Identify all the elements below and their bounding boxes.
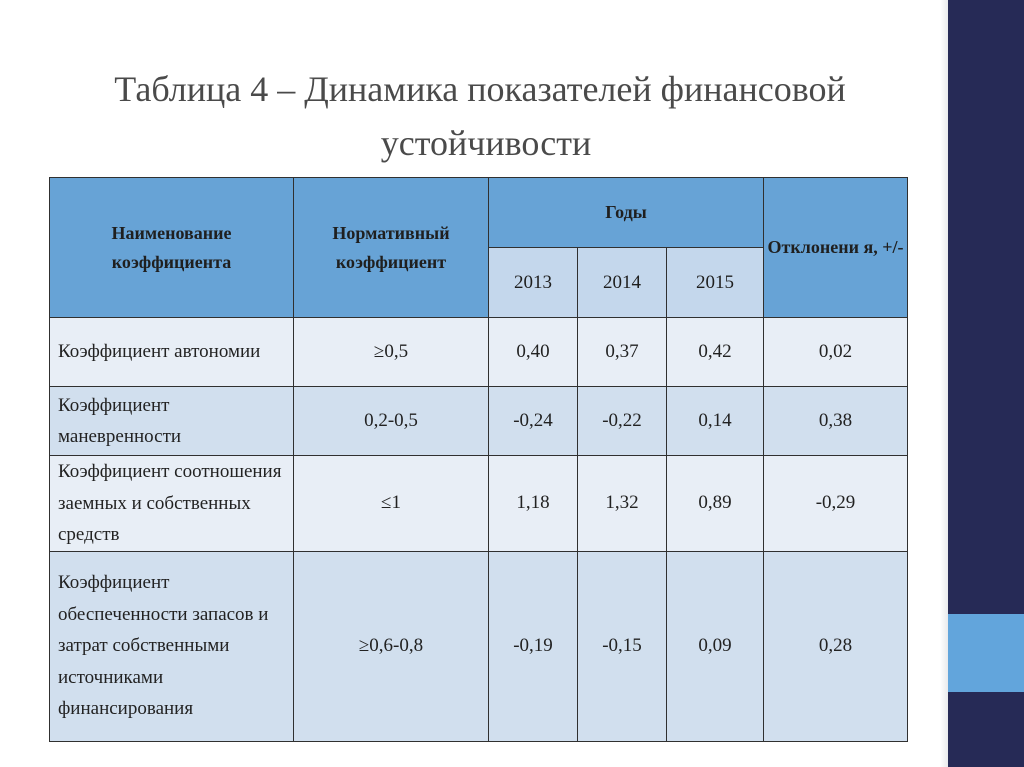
header-years-group: Годы [488,177,764,248]
row-value-2014: -0,22 [577,386,667,456]
row-value-2014: -0,15 [577,550,667,742]
row-deviation: -0,29 [763,455,908,552]
row-name: Коэффициент соотношения заемных и собств… [49,455,294,552]
table-row: Коэффициент автономии ≥0,5 0,40 0,37 0,4… [49,317,908,387]
row-name: Коэффициент маневренности [49,386,294,456]
slide-title-line-2: устойчивости [380,123,592,163]
row-value-2015: 0,09 [666,550,764,742]
row-value-2015: 0,89 [666,455,764,552]
row-value-2015: 0,14 [666,386,764,456]
header-normative: Нормативный коэффициент [293,177,489,318]
row-normative: ≤1 [293,455,489,552]
row-value-2013: 0,40 [488,317,578,387]
financial-stability-table: Наименование коэффициента Нормативный ко… [49,177,908,742]
row-value-2013: -0,19 [488,550,578,742]
slide-title-line-1: Таблица 4 – Динамика показателей финансо… [114,69,846,109]
row-value-2014: 0,37 [577,317,667,387]
side-decor-accent [948,614,1024,692]
header-year-2013: 2013 [488,247,578,318]
table-row: Коэффициент соотношения заемных и собств… [49,455,908,552]
header-row-2: 2013 2014 2015 [50,247,908,318]
row-deviation: 0,38 [763,386,908,456]
header-name: Наименование коэффициента [49,177,294,318]
header-year-2015: 2015 [666,247,764,318]
row-value-2015: 0,42 [666,317,764,387]
header-deviation: Отклонени я, +/- [763,177,908,318]
row-value-2014: 1,32 [577,455,667,552]
slide-edge-shadow [940,0,948,767]
row-deviation: 0,28 [763,550,908,742]
row-normative: ≥0,6-0,8 [293,550,489,742]
slide-title: Таблица 4 – Динамика показателей финансо… [60,62,900,170]
row-value-2013: 1,18 [488,455,578,552]
table-row: Коэффициент маневренности 0,2-0,5 -0,24 … [49,386,908,456]
row-value-2013: -0,24 [488,386,578,456]
table-row: Коэффициент обеспеченности запасов и зат… [49,550,908,742]
header-year-2014: 2014 [577,247,667,318]
row-deviation: 0,02 [763,317,908,387]
row-normative: ≥0,5 [293,317,489,387]
row-name: Коэффициент обеспеченности запасов и зат… [49,550,294,742]
header-row-1: Наименование коэффициента Нормативный ко… [49,177,908,318]
row-normative: 0,2-0,5 [293,386,489,456]
row-name: Коэффициент автономии [49,317,294,387]
